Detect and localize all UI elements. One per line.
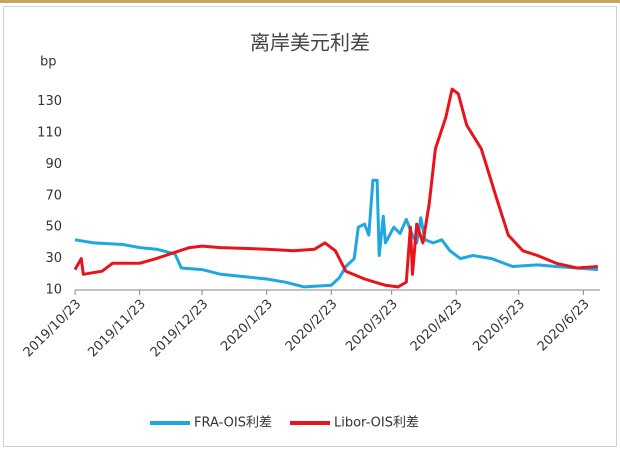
y-tick-label: 30 bbox=[45, 251, 62, 266]
y-tick-label: 10 bbox=[45, 283, 62, 298]
x-tick-label: 2020/6/23 bbox=[535, 297, 593, 355]
x-tick-label: 2020/3/23 bbox=[343, 297, 401, 355]
top-rule bbox=[0, 0, 620, 3]
legend-label: FRA-OIS利差 bbox=[194, 416, 272, 431]
series-line bbox=[73, 87, 599, 289]
x-tick-label: 2019/11/23 bbox=[85, 297, 149, 361]
frame bbox=[3, 6, 617, 447]
legend-label: Libor-OIS利差 bbox=[334, 416, 419, 431]
y-tick-label: 90 bbox=[45, 157, 62, 172]
y-tick-label: 110 bbox=[37, 126, 62, 141]
x-tick-label: 2020/5/23 bbox=[470, 297, 528, 355]
y-axis-label: bp bbox=[40, 55, 57, 70]
x-tick-label: 2019/12/23 bbox=[148, 297, 212, 361]
x-tick-label: 2019/10/23 bbox=[21, 297, 85, 361]
y-tick-label: 70 bbox=[45, 188, 62, 203]
x-tick-label: 2020/4/23 bbox=[408, 297, 466, 355]
x-tick-label: 2020/2/23 bbox=[283, 297, 341, 355]
y-tick-label: 130 bbox=[37, 94, 62, 109]
series-line bbox=[74, 178, 599, 289]
y-tick-label: 50 bbox=[45, 220, 62, 235]
chart-title: 离岸美元利差 bbox=[250, 31, 370, 55]
x-tick-label: 2020/1/23 bbox=[218, 297, 276, 355]
